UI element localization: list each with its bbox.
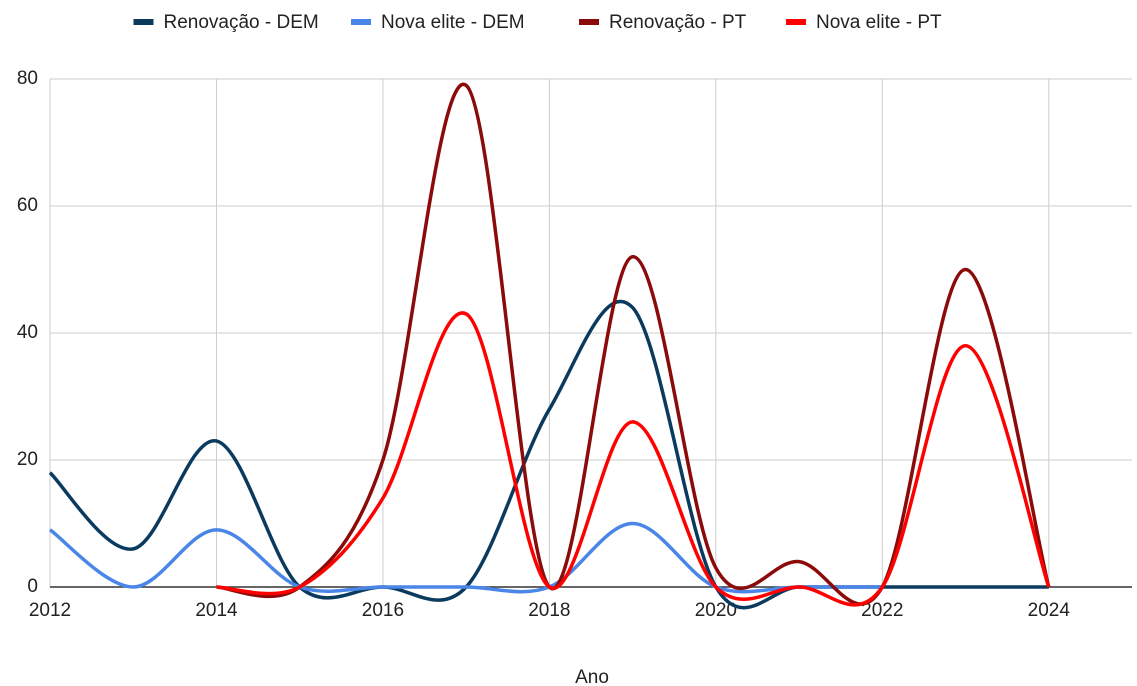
x-tick-label: 2014 xyxy=(195,600,238,621)
series-line xyxy=(216,311,1051,607)
legend-swatch xyxy=(786,19,806,25)
x-tick-label: 2022 xyxy=(861,600,903,621)
x-axis-title: Ano xyxy=(575,667,609,686)
legend-label: Nova elite - DEM xyxy=(381,12,525,33)
legend-swatch xyxy=(351,19,371,25)
legend-label: Renovação - PT xyxy=(609,12,747,33)
series-line xyxy=(216,82,1051,606)
legend-label: Renovação - DEM xyxy=(164,12,319,33)
x-tick-label: 2024 xyxy=(1028,600,1071,621)
x-tick-label: 2018 xyxy=(528,600,570,621)
y-tick-label: 0 xyxy=(27,576,38,597)
x-tick-label: 2012 xyxy=(29,600,71,621)
legend-swatch xyxy=(133,19,154,25)
x-tick-label: 2020 xyxy=(695,600,737,621)
y-tick-label: 80 xyxy=(17,68,38,89)
x-tick-label: 2016 xyxy=(362,600,404,621)
y-tick-label: 40 xyxy=(17,322,38,343)
y-tick-label: 20 xyxy=(17,449,38,470)
legend-label: Nova elite - PT xyxy=(816,12,942,33)
series-line xyxy=(48,521,883,594)
y-tick-label: 60 xyxy=(17,195,38,216)
legend-swatch xyxy=(579,19,599,25)
